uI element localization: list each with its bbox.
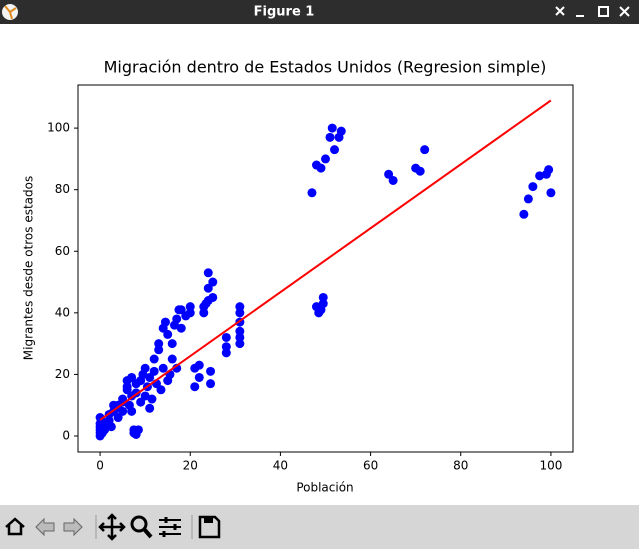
data-point	[384, 169, 394, 179]
data-point	[221, 348, 231, 358]
data-point	[199, 308, 209, 318]
data-point	[118, 406, 128, 416]
data-point	[113, 413, 123, 423]
y-axis-label: Migrantes desde otros estados	[22, 176, 36, 360]
data-point	[133, 425, 143, 435]
data-point	[163, 329, 173, 339]
data-point	[208, 277, 218, 287]
data-point	[221, 342, 231, 352]
data-point	[235, 308, 245, 318]
data-point	[523, 194, 533, 204]
y-tick-label: 40	[55, 305, 70, 319]
data-point	[208, 292, 218, 302]
data-point	[156, 385, 166, 395]
regression-line	[99, 99, 552, 421]
data-point	[154, 339, 164, 349]
save-icon-detail	[204, 517, 213, 523]
data-point	[136, 397, 146, 407]
data-point	[167, 354, 177, 364]
title-bar	[0, 0, 639, 24]
data-point	[546, 188, 556, 198]
data-point	[190, 382, 200, 392]
data-point	[140, 363, 150, 373]
x-tick-label: 80	[453, 459, 468, 473]
data-point	[145, 403, 155, 413]
data-point	[221, 332, 231, 342]
data-point	[519, 209, 529, 219]
data-point	[330, 145, 340, 155]
data-point	[147, 394, 157, 404]
y-tick-label: 60	[55, 244, 70, 258]
data-point	[185, 302, 195, 312]
data-point	[528, 182, 538, 192]
x-tick-label: 60	[363, 459, 378, 473]
data-point	[415, 166, 425, 176]
data-point	[194, 372, 204, 382]
data-point	[316, 163, 326, 173]
data-point	[206, 379, 216, 389]
data-point	[235, 339, 245, 349]
forward-button[interactable]	[63, 517, 83, 537]
data-point	[149, 366, 159, 376]
x-tick-label: 100	[539, 459, 562, 473]
data-point	[122, 382, 132, 392]
data-point	[388, 175, 398, 185]
window-title: Figure 1	[254, 5, 315, 20]
data-point	[235, 302, 245, 312]
data-point	[172, 363, 182, 373]
chart-title: Migración dentro de Estados Unidos (Regr…	[104, 58, 547, 77]
data-point	[325, 132, 335, 142]
x-axis-label: Población	[296, 481, 353, 495]
home-button[interactable]	[5, 517, 25, 536]
back-button[interactable]	[35, 517, 55, 537]
data-point	[307, 188, 317, 198]
data-point	[127, 406, 137, 416]
data-point	[145, 372, 155, 382]
data-point	[321, 154, 330, 164]
zoom-handle	[142, 527, 153, 539]
data-point	[154, 345, 164, 355]
y-tick-label: 0	[62, 428, 70, 442]
data-point	[203, 268, 213, 278]
btn-close[interactable]	[619, 6, 630, 17]
data-point	[544, 165, 554, 175]
data-point	[194, 360, 204, 370]
data-point	[176, 305, 186, 315]
data-point	[535, 171, 545, 181]
data-point	[158, 363, 168, 373]
x-tick-label: 40	[273, 459, 288, 473]
data-point	[318, 292, 328, 302]
btn-collapse[interactable]	[555, 6, 565, 16]
app-icon-detail	[4, 5, 17, 20]
data-point	[203, 283, 213, 293]
data-point	[318, 299, 328, 309]
data-point	[167, 339, 177, 349]
x-tick-label: 0	[96, 459, 104, 473]
y-tick-label: 80	[55, 182, 70, 196]
data-point	[327, 123, 337, 133]
btn-maximize[interactable]	[598, 6, 609, 17]
data-point	[185, 308, 195, 318]
x-tick-label: 20	[183, 459, 198, 473]
data-point	[160, 317, 170, 327]
data-point	[149, 354, 159, 364]
y-tick-label: 20	[55, 367, 70, 381]
data-point	[140, 391, 150, 401]
configure-sliders	[162, 517, 177, 537]
data-point	[336, 126, 346, 136]
y-tick-label: 100	[47, 121, 70, 135]
zoom-button[interactable]	[130, 515, 148, 533]
axes-frame	[77, 84, 574, 453]
data-point	[106, 422, 116, 432]
data-point	[206, 366, 216, 376]
data-point	[420, 145, 430, 155]
data-point	[172, 314, 182, 324]
data-point	[235, 326, 245, 336]
data-point	[176, 323, 186, 333]
pan-button[interactable]	[98, 513, 126, 541]
data-point	[127, 372, 137, 382]
data-point	[235, 332, 245, 342]
